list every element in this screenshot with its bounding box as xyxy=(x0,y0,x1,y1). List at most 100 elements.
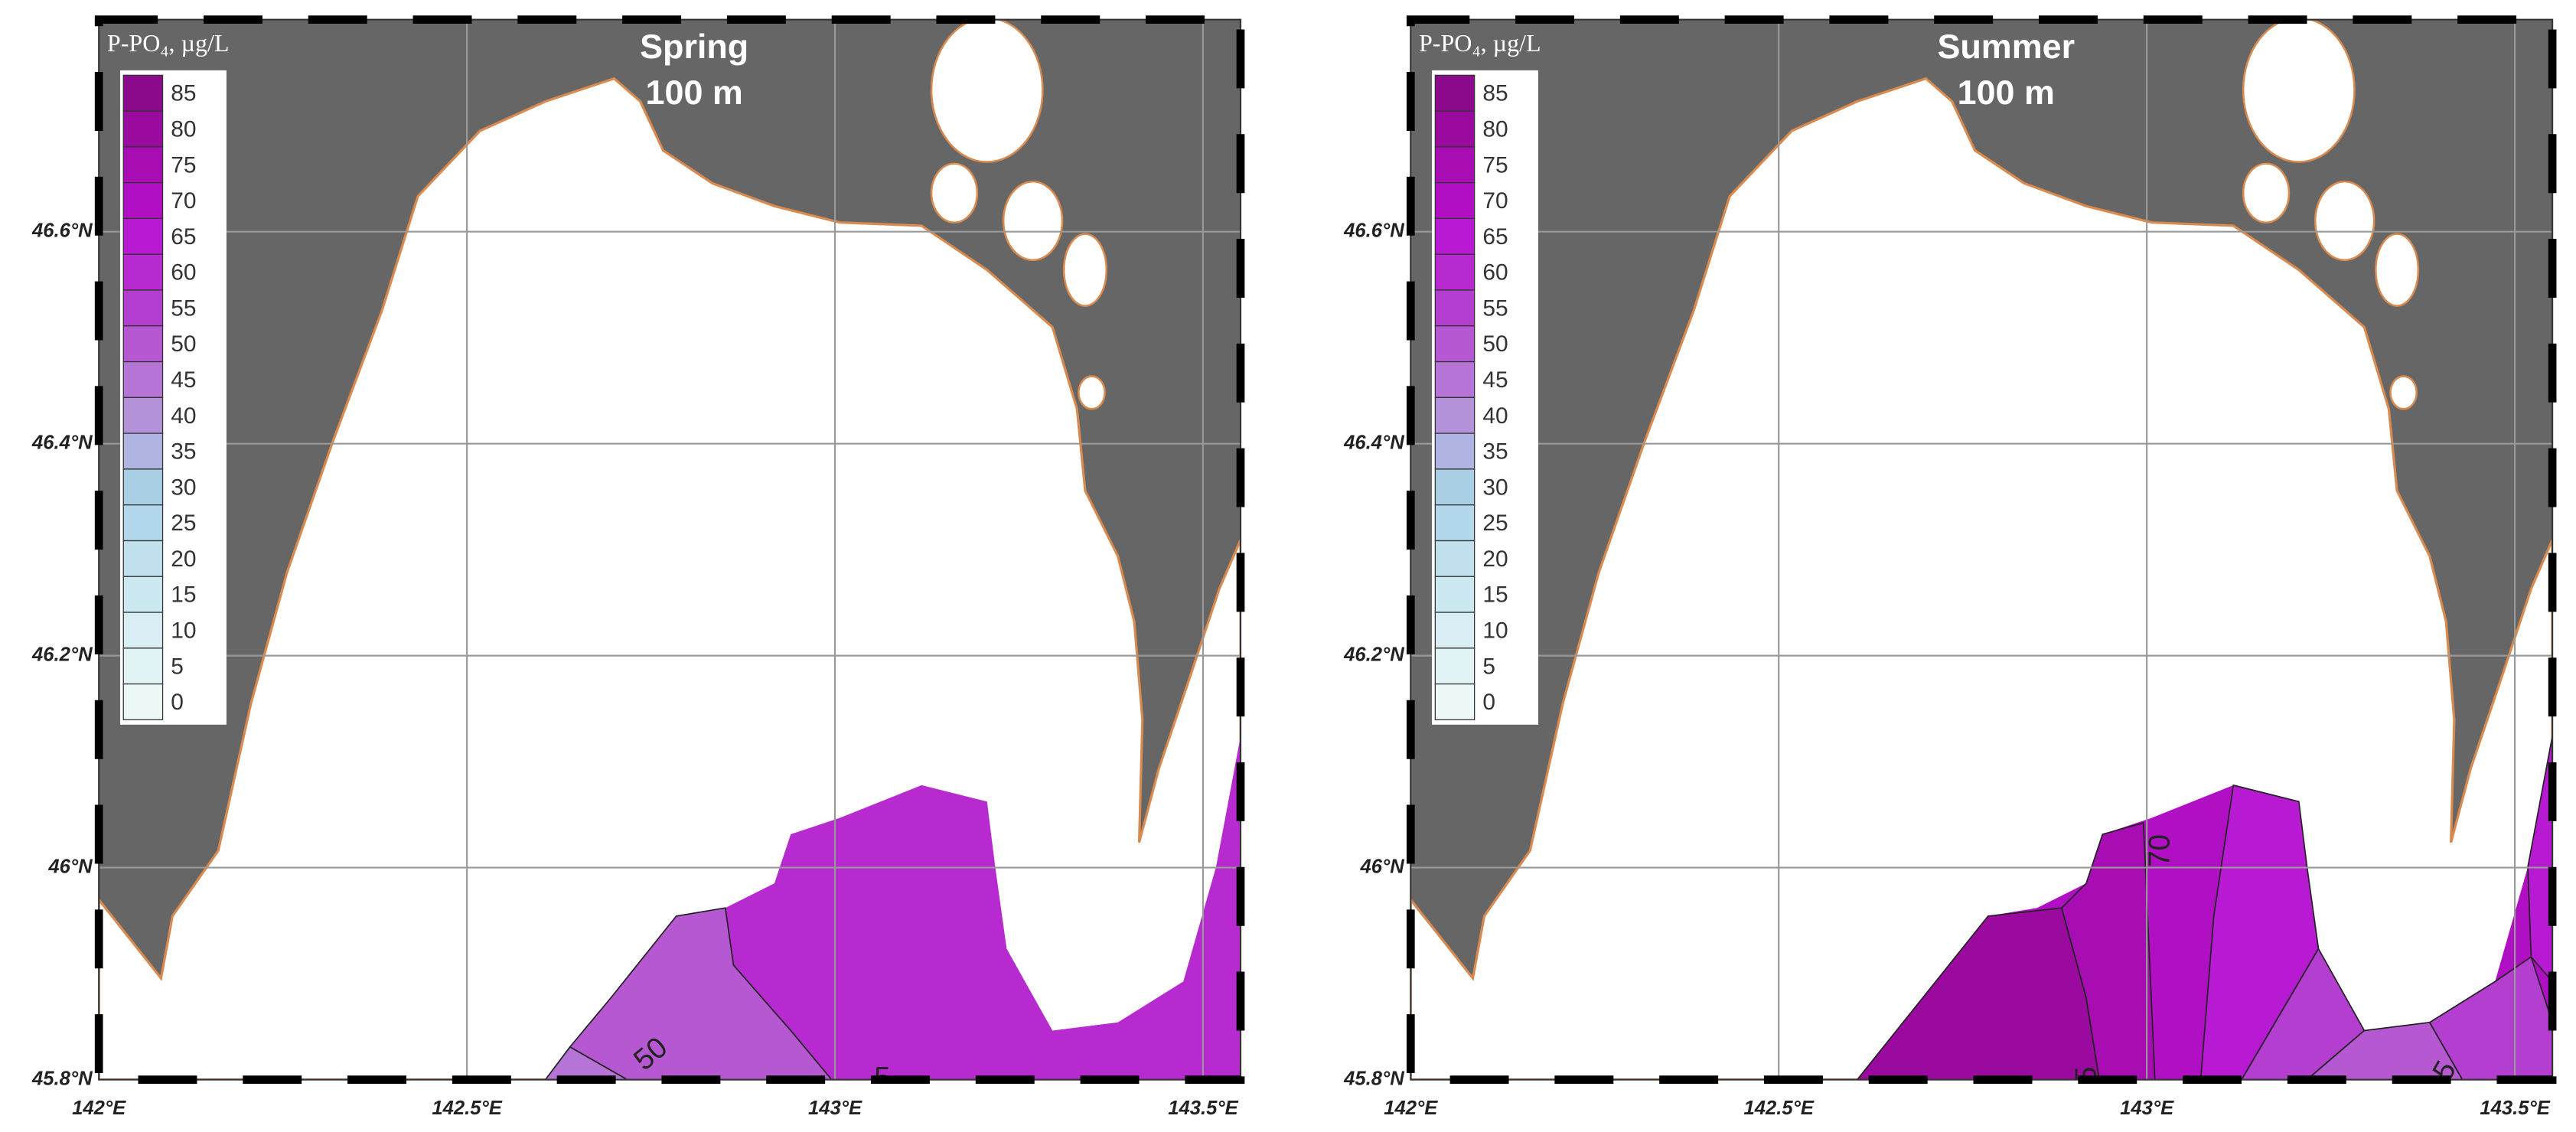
lagoon xyxy=(1002,180,1064,262)
legend-swatch xyxy=(122,74,164,112)
legend-label: 50 xyxy=(1482,331,1508,357)
legend-swatch xyxy=(122,612,164,649)
legend-label: 65 xyxy=(171,224,196,250)
contour-region xyxy=(2428,955,2553,1080)
legend-label: 70 xyxy=(1482,188,1508,214)
x-tick-label: 143°E xyxy=(2120,1098,2174,1119)
legend-swatch xyxy=(1434,217,1475,255)
legend-swatch xyxy=(122,396,164,434)
legend-swatch xyxy=(1434,504,1475,542)
depth-title: 100 m xyxy=(646,73,743,112)
x-tick-label: 142.5°E xyxy=(432,1098,502,1119)
legend-label: 15 xyxy=(1482,582,1508,608)
legend-swatch xyxy=(1434,576,1475,613)
legend-label: 25 xyxy=(1482,511,1508,536)
x-tick-label: 142°E xyxy=(72,1098,126,1119)
legend-label: 10 xyxy=(171,618,196,643)
legend-label: 20 xyxy=(171,546,196,572)
legend-swatch xyxy=(1434,396,1475,434)
lagoon xyxy=(2242,162,2291,223)
contour-region xyxy=(569,907,833,1080)
lagoon xyxy=(930,162,979,223)
legend-swatch xyxy=(1434,253,1475,291)
legend-swatch xyxy=(1434,612,1475,649)
legend-swatch xyxy=(122,504,164,542)
x-tick-label: 142°E xyxy=(1384,1098,1438,1119)
contour-region xyxy=(2527,736,2553,983)
y-tick-label: 46.4°N xyxy=(1343,432,1404,453)
legend-label: 0 xyxy=(1482,690,1495,715)
legend-swatch xyxy=(122,182,164,220)
y-tick-label: 46.2°N xyxy=(1343,644,1404,665)
legend-label: 85 xyxy=(171,81,196,106)
legend-swatch xyxy=(122,468,164,506)
contour-label: 5 xyxy=(874,1062,890,1094)
legend-label: 50 xyxy=(171,331,196,357)
legend-swatch xyxy=(122,110,164,148)
legend-title: P-PO₄, µg/L xyxy=(1419,29,1541,57)
legend-swatch xyxy=(122,325,164,363)
legend-swatch xyxy=(122,289,164,327)
legend-swatch xyxy=(1434,289,1475,327)
legend-label: 15 xyxy=(171,582,196,608)
contour-region xyxy=(2306,1021,2464,1080)
legend-swatch xyxy=(122,360,164,399)
legend-label: 55 xyxy=(171,295,196,321)
season-title: Summer xyxy=(1937,27,2075,66)
legend-label: 30 xyxy=(1482,475,1508,500)
contour-region xyxy=(2060,821,2156,1080)
legend-swatch xyxy=(1434,325,1475,363)
contour-region xyxy=(2241,947,2366,1080)
y-tick-label: 46°N xyxy=(47,856,93,877)
legend-label: 45 xyxy=(1482,367,1508,393)
legend-label: 10 xyxy=(1482,618,1508,643)
legend-swatch xyxy=(1434,110,1475,148)
legend-swatch xyxy=(1434,74,1475,112)
legend-swatch xyxy=(122,648,164,685)
y-tick-label: 45.8°N xyxy=(31,1068,93,1089)
legend-swatch xyxy=(1434,182,1475,220)
lagoon xyxy=(2242,19,2356,163)
x-tick-label: 143°E xyxy=(808,1098,862,1119)
frame-dashed xyxy=(94,15,1245,1084)
contour-region xyxy=(544,1046,629,1080)
y-tick-label: 46.6°N xyxy=(31,220,93,241)
legend-label: 60 xyxy=(171,260,196,285)
contour-label: 70 xyxy=(2143,834,2176,867)
depth-title: 100 m xyxy=(1958,73,2055,112)
map-area: 505 xyxy=(99,19,1241,1094)
legend-label: 0 xyxy=(171,690,184,715)
legend-label: 40 xyxy=(1482,403,1508,429)
legend-swatch xyxy=(1434,432,1475,470)
legend-label: 5 xyxy=(1482,654,1495,679)
legend-swatch xyxy=(1434,360,1475,399)
legend-swatch xyxy=(1434,540,1475,577)
legend-label: 75 xyxy=(1482,152,1508,178)
lagoon xyxy=(2314,180,2375,262)
legend-swatch xyxy=(122,576,164,613)
legend-label: 45 xyxy=(171,367,196,393)
legend-swatch xyxy=(122,217,164,255)
lagoon xyxy=(930,19,1044,163)
legend-label: 20 xyxy=(1482,546,1508,572)
legend-label: 80 xyxy=(1482,117,1508,142)
legend-label: 60 xyxy=(1482,260,1508,285)
legend-label: 70 xyxy=(171,188,196,214)
legend-swatch xyxy=(122,540,164,577)
y-tick-label: 46.2°N xyxy=(31,644,93,665)
lagoon xyxy=(1078,375,1106,410)
y-tick-label: 46.6°N xyxy=(1343,220,1404,241)
lagoon xyxy=(2389,375,2418,410)
legend-title: P-PO₄, µg/L xyxy=(107,29,230,57)
legend-label: 30 xyxy=(171,475,196,500)
legend-label: 80 xyxy=(171,117,196,142)
season-title: Spring xyxy=(640,27,748,66)
map-area: 70 75 65 5 xyxy=(1410,19,2553,1080)
legend-label: 25 xyxy=(171,511,196,536)
legend-label: 35 xyxy=(1482,439,1508,465)
legend-label: 5 xyxy=(171,654,184,679)
frame-dashed xyxy=(1406,15,2557,1084)
x-tick-label: 142.5°E xyxy=(1743,1098,1814,1119)
